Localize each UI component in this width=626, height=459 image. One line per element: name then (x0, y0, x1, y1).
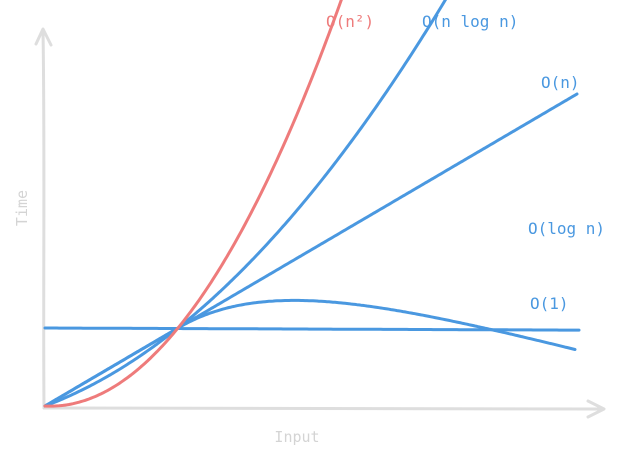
y-axis-arrow-icon (34, 27, 53, 47)
series-label-o-1: O(1) (530, 294, 569, 313)
series-line-o-n-log-n (43, 0, 448, 408)
series-labels: O(n²) O(n log n) O(n) O(log n) O(1) (326, 12, 605, 313)
series-label-o-n-squared: O(n²) (326, 12, 374, 31)
series-line-o-n-squared (43, 0, 343, 408)
x-axis (42, 406, 605, 411)
y-axis-label: Time (13, 190, 31, 226)
x-axis-label: Input (274, 428, 319, 446)
series-line-o-n (43, 92, 579, 408)
series-line-o-1 (43, 326, 581, 332)
y-axis (41, 28, 46, 410)
axes (34, 27, 606, 419)
series-line-o-log-n (43, 298, 577, 408)
x-axis-arrow-icon (586, 399, 606, 419)
series-group (43, 0, 581, 408)
series-label-o-n: O(n) (541, 73, 580, 92)
series-label-o-log-n: O(log n) (528, 219, 605, 238)
series-label-o-n-log-n: O(n log n) (422, 12, 518, 31)
